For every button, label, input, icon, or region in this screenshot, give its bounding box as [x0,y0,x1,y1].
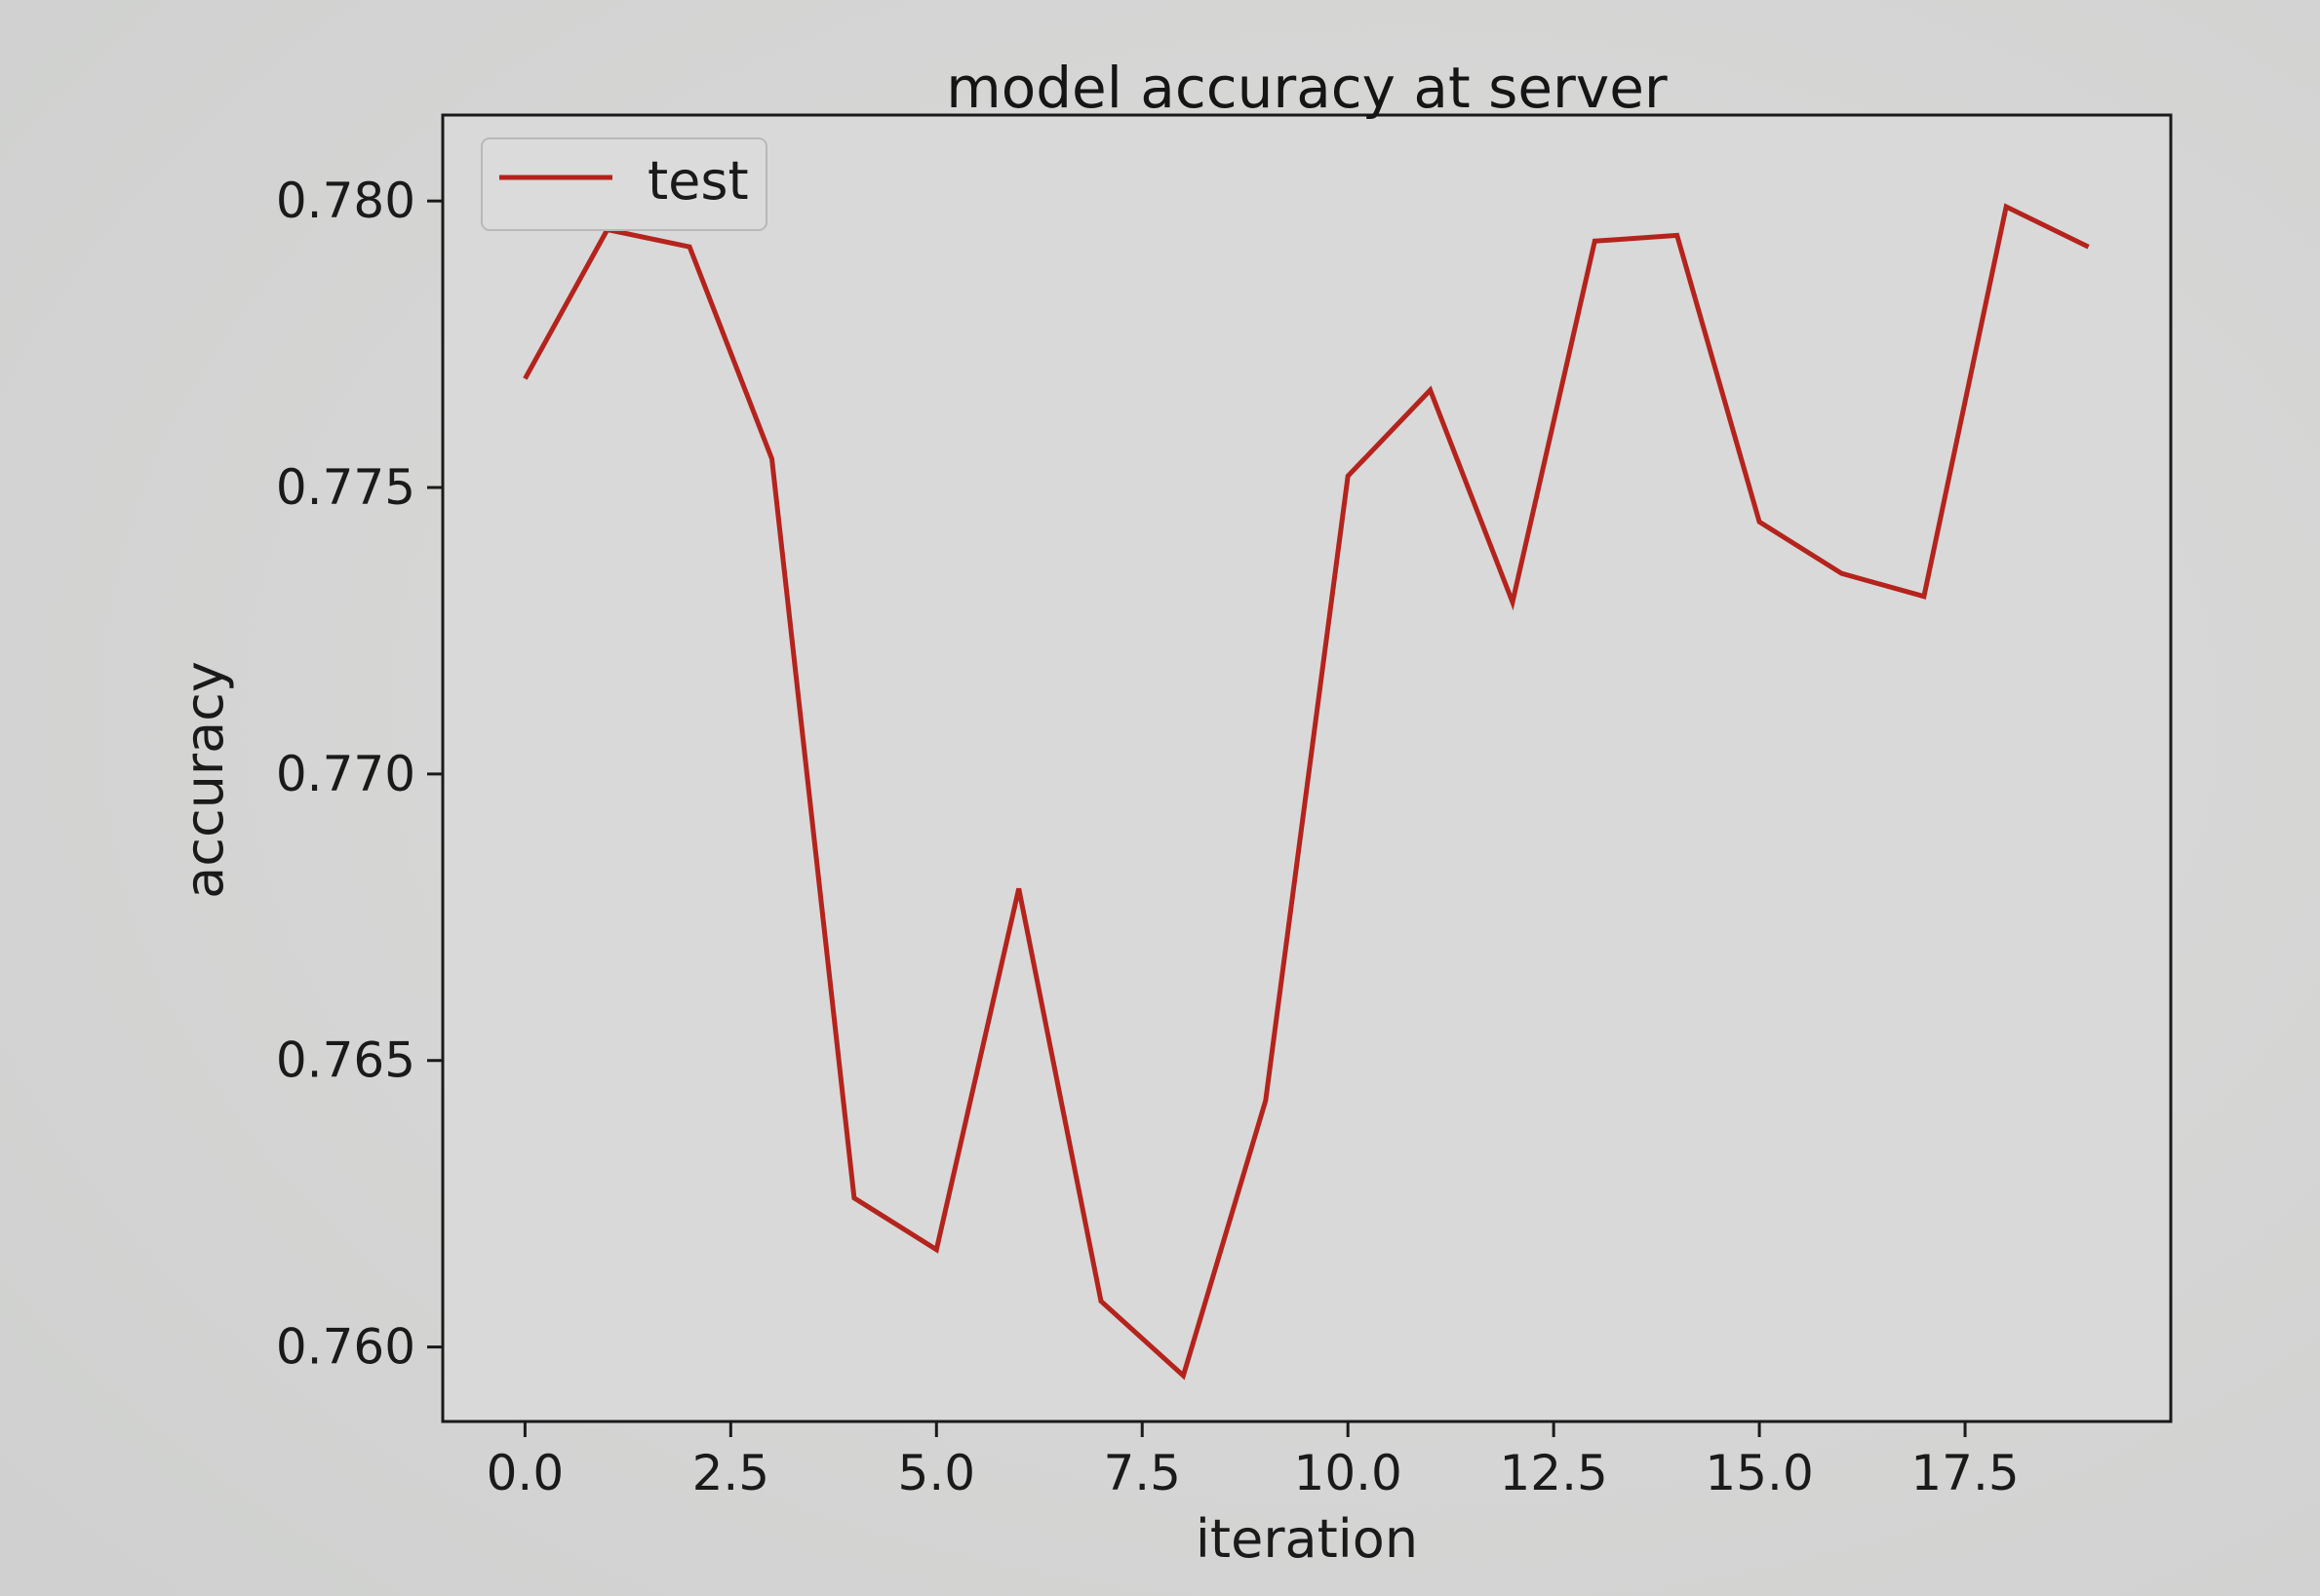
x-axis-ticks: 0.0 2.5 5.0 7.5 10.0 12.5 15.0 17.5 [487,1421,2020,1501]
y-axis-ticks: 0.760 0.765 0.770 0.775 0.780 [276,173,443,1376]
plot-layer [523,203,2090,1381]
y-tick-label: 0.770 [276,746,415,802]
x-tick-label: 0.0 [487,1445,565,1501]
axes-layer [441,113,2173,1423]
legend-box [481,137,767,231]
x-tick-label: 7.5 [1103,1445,1181,1501]
plot-frame [441,113,2173,1423]
x-tick-label: 5.0 [898,1445,976,1501]
y-tick-label: 0.775 [276,459,415,516]
series-line-test [523,203,2090,1381]
x-axis-label: iteration [1196,1508,1418,1570]
x-tick-label: 2.5 [692,1445,770,1501]
x-tick-label: 12.5 [1499,1445,1607,1501]
y-tick-label: 0.760 [276,1319,415,1376]
y-tick-label: 0.780 [276,173,415,229]
legend-label-test: test [648,150,749,212]
plot-area [443,115,2171,1421]
chart-title: model accuracy at server [946,55,1668,121]
legend: test [481,137,767,231]
x-tick-label: 10.0 [1294,1445,1402,1501]
y-tick-label: 0.765 [276,1032,415,1089]
y-axis-label: accuracy [174,661,235,899]
x-tick-label: 17.5 [1910,1445,2019,1501]
x-tick-label: 15.0 [1705,1445,1813,1501]
